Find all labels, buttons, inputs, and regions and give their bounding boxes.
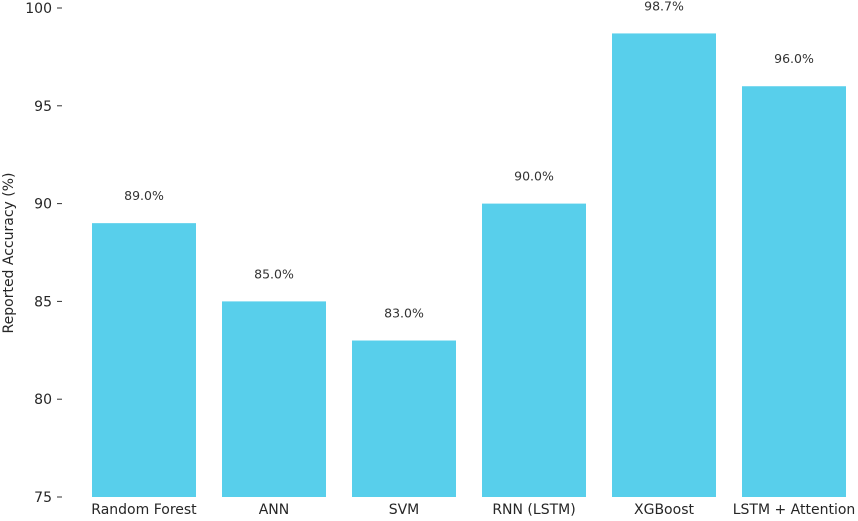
x-category-label: Random Forest <box>91 502 197 517</box>
value-labels-group: 89.0% 85.0% 83.0% 90.0% 98.7% 96.0% <box>124 0 814 321</box>
y-tick-label: 85 <box>34 294 52 310</box>
bar <box>222 301 326 497</box>
bar <box>482 203 586 497</box>
bar-value-label: 98.7% <box>644 0 684 13</box>
bar <box>92 223 196 497</box>
bar-value-label: 90.0% <box>514 169 554 184</box>
y-tick-label: 95 <box>34 99 52 115</box>
y-tick-label: 75 <box>34 490 52 506</box>
bar-value-label: 83.0% <box>384 306 424 321</box>
bar-value-label: 85.0% <box>254 266 294 281</box>
bars-group <box>92 33 846 498</box>
x-category-label: LSTM + Attention <box>733 502 856 517</box>
y-axis: 75 80 85 90 95 100 <box>25 1 62 506</box>
x-category-label: RNN (LSTM) <box>492 502 575 517</box>
x-axis-labels-group: Random Forest ANN SVM RNN (LSTM) XGBoost LSTM… <box>91 502 856 518</box>
bar-value-label: 89.0% <box>124 188 164 203</box>
x-category-label: XGBoost <box>634 502 694 517</box>
x-category-label: SVM <box>389 502 420 517</box>
y-tick-label: 100 <box>25 1 52 17</box>
y-tick-label: 90 <box>34 197 52 213</box>
bar-value-label: 96.0% <box>774 51 814 66</box>
y-tick-label: 80 <box>34 392 52 408</box>
bar <box>352 340 456 497</box>
bar <box>612 33 716 497</box>
x-category-label: ANN <box>259 502 290 517</box>
y-axis-title: Reported Accuracy (%) <box>1 173 17 334</box>
bar <box>742 86 846 498</box>
